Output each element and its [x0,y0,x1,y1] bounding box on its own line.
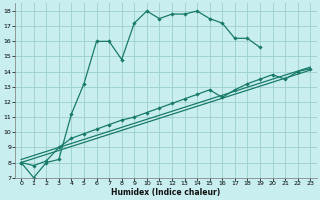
X-axis label: Humidex (Indice chaleur): Humidex (Indice chaleur) [111,188,220,197]
